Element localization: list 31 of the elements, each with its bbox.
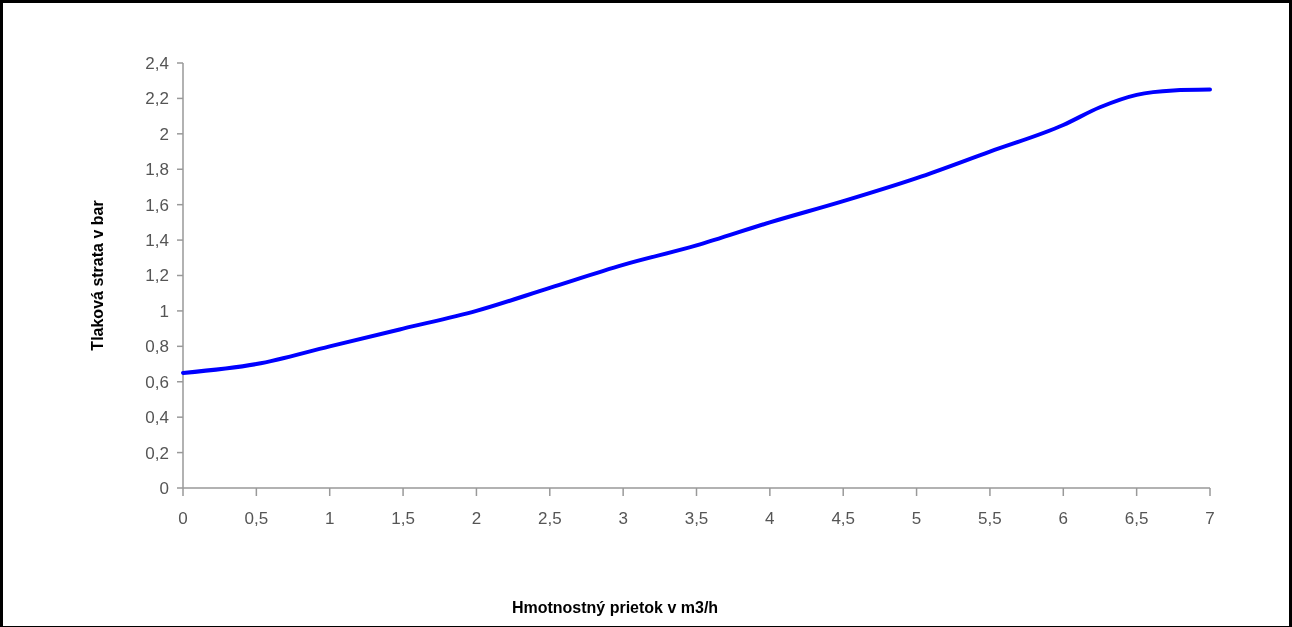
x-tick-label: 0,5 [244,509,269,528]
y-tick-label: 2,2 [145,89,169,109]
x-tick-label: 1 [324,509,335,528]
y-tick-label: 0 [159,478,169,498]
x-tick-label: 1,5 [391,509,415,528]
y-tick-label: 1 [159,301,169,321]
y-tick-label: 1,6 [145,195,169,215]
y-tick-label: 1,2 [145,266,169,286]
y-tick-label: 0,6 [145,372,169,392]
x-tick-label: 2 [471,509,482,528]
x-axis-title: Hmotnostný prietok v m3/h [511,599,719,616]
x-tick-label: 3,5 [684,509,709,528]
x-tick-label: 5 [911,509,922,528]
x-tick-label: 2,5 [537,509,562,528]
x-tick-label: 4,5 [831,509,856,528]
x-tick-label: 3 [618,509,628,528]
x-tick-label: 5,5 [978,509,1002,528]
x-tick-label: 0 [178,509,188,528]
x-tick-label: 7 [1205,509,1215,528]
y-tick-label: 1,4 [145,231,169,251]
y-tick-label: 0,2 [145,443,169,463]
x-tick-label: 6 [1058,509,1069,528]
y-tick-label: 0,8 [145,337,169,357]
y-tick-label: 0,4 [145,408,169,428]
x-tick-label: 6,5 [1124,509,1149,528]
y-axis-title: Tlaková strata v bar [89,200,106,351]
y-tick-label: 2 [159,124,169,144]
line-series [181,87,1212,375]
y-tick-label: 2,4 [145,53,169,73]
y-tick-label: 1,8 [145,160,169,180]
x-tick-label: 4 [765,509,775,528]
